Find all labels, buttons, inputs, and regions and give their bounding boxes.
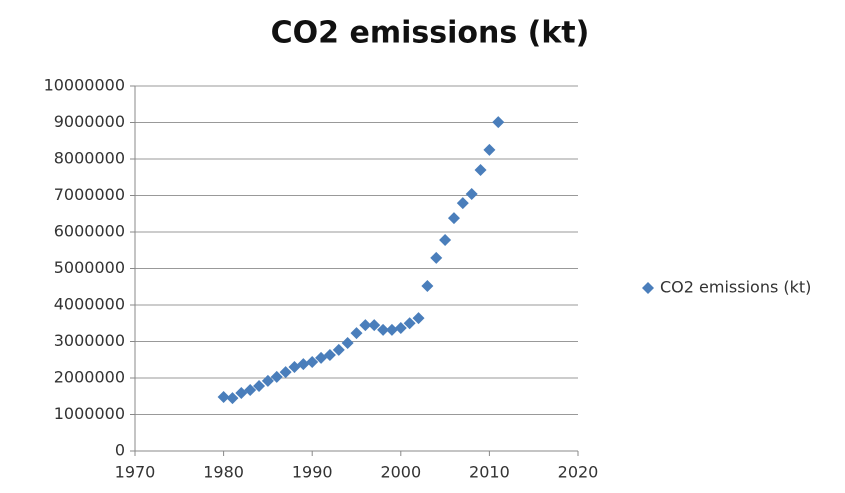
point [226,392,239,405]
point [261,374,274,387]
y-tick-label: 8000000 [54,149,125,168]
x-tick-label: 2020 [558,463,599,482]
point [279,366,292,379]
point [430,251,443,264]
point [439,234,452,247]
point [253,380,266,393]
legend-marker [642,282,654,294]
point [244,384,257,397]
y-tick-label: 2000000 [54,368,125,387]
point [368,319,381,332]
point [403,317,416,330]
point [385,323,398,336]
x-tick-label: 1970 [115,463,156,482]
y-tick-label: 1000000 [54,404,125,423]
point [465,188,478,201]
point [377,323,390,336]
point [447,212,460,225]
point [474,163,487,176]
y-tick-label: 0 [115,441,125,460]
point [421,280,434,293]
point [332,343,345,356]
x-tick-label: 2010 [469,463,510,482]
point [412,312,425,325]
x-tick-label: 1980 [203,463,244,482]
legend-label: CO2 emissions (kt) [660,278,811,297]
point [270,370,283,383]
y-tick-label: 4000000 [54,295,125,314]
y-tick-label: 7000000 [54,185,125,204]
x-tick-label: 2000 [380,463,421,482]
point [217,390,230,403]
point [297,358,310,371]
point [350,327,363,340]
y-tick-label: 10000000 [44,76,125,95]
point [306,355,319,368]
point [456,197,469,210]
y-tick-label: 6000000 [54,222,125,241]
point [394,321,407,334]
point [341,336,354,349]
x-tick-label: 1990 [292,463,333,482]
y-tick-label: 9000000 [54,112,125,131]
point [359,319,372,332]
chart-title: CO2 emissions (kt) [271,16,590,51]
point [323,349,336,362]
y-tick-label: 5000000 [54,258,125,277]
point [483,143,496,156]
point [492,116,505,129]
y-tick-label: 3000000 [54,331,125,350]
